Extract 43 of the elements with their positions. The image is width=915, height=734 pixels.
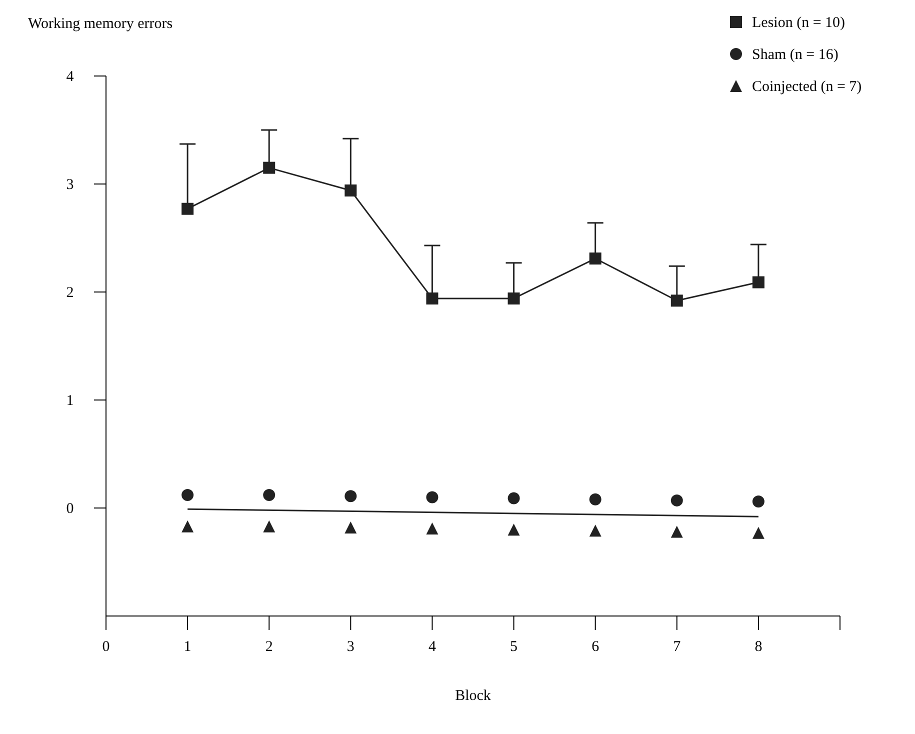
point (263, 489, 276, 502)
x-tick-label: 1 (184, 639, 192, 655)
x-tick-label: 2 (265, 639, 273, 655)
legend-label: Lesion (n = 10) (752, 15, 846, 31)
point (508, 524, 520, 536)
x-axis-title: Block (455, 688, 492, 704)
point (344, 184, 357, 196)
point (426, 292, 438, 304)
point (263, 162, 276, 174)
point (426, 522, 438, 535)
point (426, 491, 438, 504)
legend-label: Sham (n = 16) (752, 47, 838, 63)
point (508, 292, 520, 304)
x-tick-label: 6 (592, 639, 600, 655)
x-tick-label: 0 (102, 639, 110, 655)
y-tick-label: 3 (66, 177, 74, 193)
point (589, 493, 602, 506)
x-tick-label: 4 (428, 639, 436, 655)
point (182, 489, 194, 502)
y-tick-label: 0 (66, 501, 74, 517)
legend-label: Coinjected (n = 7) (752, 79, 862, 95)
y-axis-title: Working memory errors (28, 16, 173, 32)
x-tick-label: 8 (754, 639, 762, 655)
point (670, 294, 683, 307)
y-tick-label: 4 (66, 69, 74, 85)
point (752, 526, 764, 539)
y-tick-label: 1 (66, 393, 74, 409)
point (670, 526, 683, 538)
point (344, 521, 357, 534)
point (508, 492, 520, 504)
point (752, 496, 764, 508)
point (589, 524, 602, 537)
x-tick-label: 7 (673, 639, 682, 655)
point (182, 520, 194, 532)
x-tick-label: 3 (346, 639, 354, 655)
point (344, 490, 357, 502)
point (589, 252, 602, 265)
point (670, 494, 683, 506)
y-tick-label: 2 (66, 285, 74, 301)
point (263, 520, 276, 532)
point (752, 276, 764, 288)
point (182, 202, 194, 215)
x-tick-label: 5 (510, 639, 518, 655)
